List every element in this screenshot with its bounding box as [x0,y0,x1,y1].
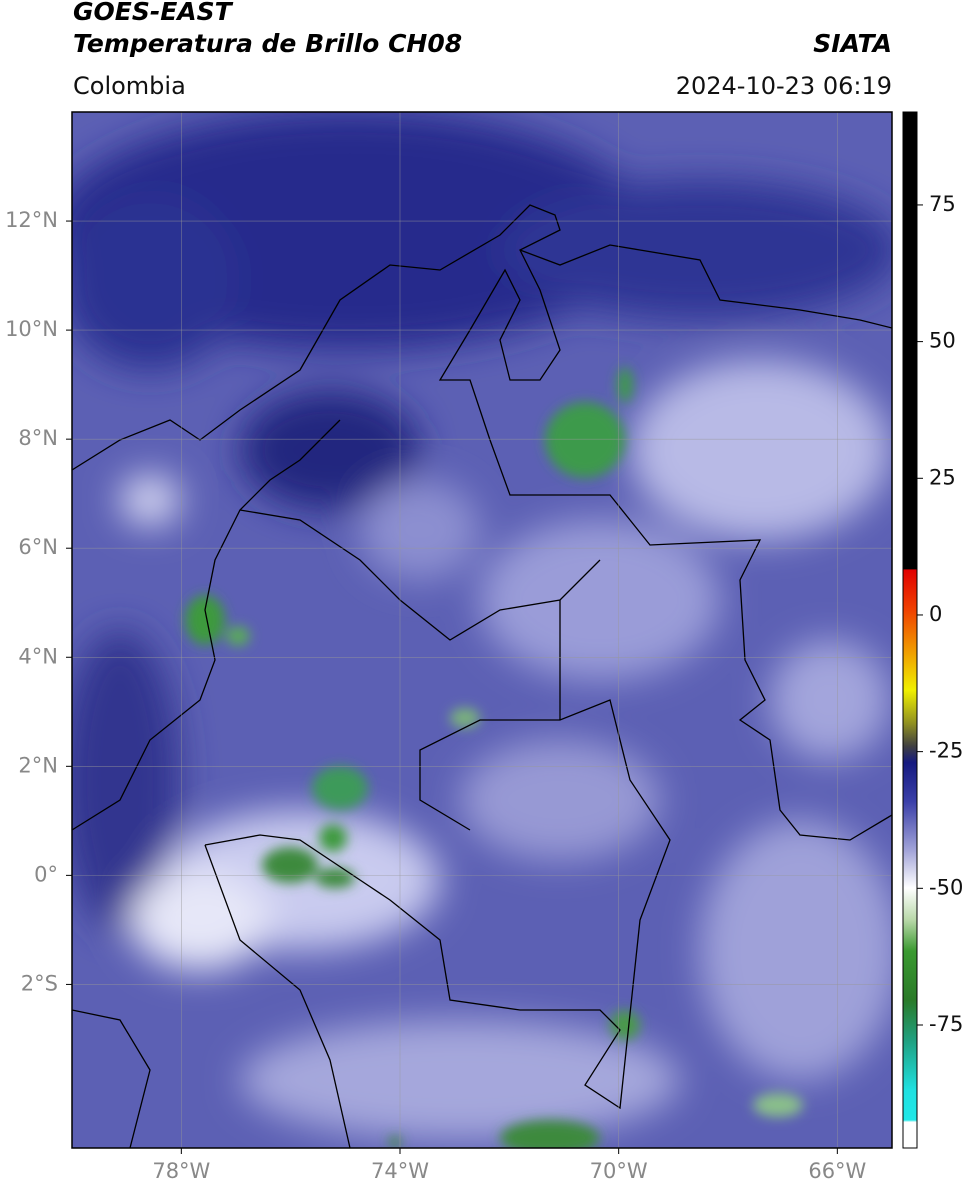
title-satellite: GOES-EAST [73,0,234,26]
agency: SIATA [813,29,892,58]
colorbar [902,111,918,1149]
colorbar-tick-label: 25 [929,465,956,489]
colorbar-tick-label: -25 [929,739,963,763]
x-tick-label: 78°W [152,1159,210,1183]
borders [72,204,892,1148]
colorbar-tick-label: -75 [929,1012,963,1036]
datetime: 2024-10-23 06:19 [676,72,892,100]
satellite-image [72,112,892,1148]
y-tick-label: 10°N [5,317,58,341]
y-tick-label: 0° [34,862,58,886]
y-tick-label: 12°N [5,208,58,232]
y-tick-label: 2°N [18,753,58,777]
colorbar-tick-label: -50 [929,875,963,899]
x-tick-label: 70°W [590,1159,648,1183]
y-tick-label: 8°N [18,426,58,450]
graticule [72,112,892,1148]
title-product: Temperatura de Brillo CH08 [73,29,462,58]
colorbar-tick-label: 0 [929,602,942,626]
y-tick-label: 6°N [18,535,58,559]
x-tick-label: 74°W [371,1159,429,1183]
x-tick-label: 66°W [808,1159,866,1183]
y-tick-label: 2°S [21,971,58,995]
map-frame [71,111,893,1149]
region: Colombia [73,72,186,100]
colorbar-tick-label: 50 [929,329,956,353]
colorbar-tick-label: 75 [929,192,956,216]
y-tick-label: 4°N [18,644,58,668]
